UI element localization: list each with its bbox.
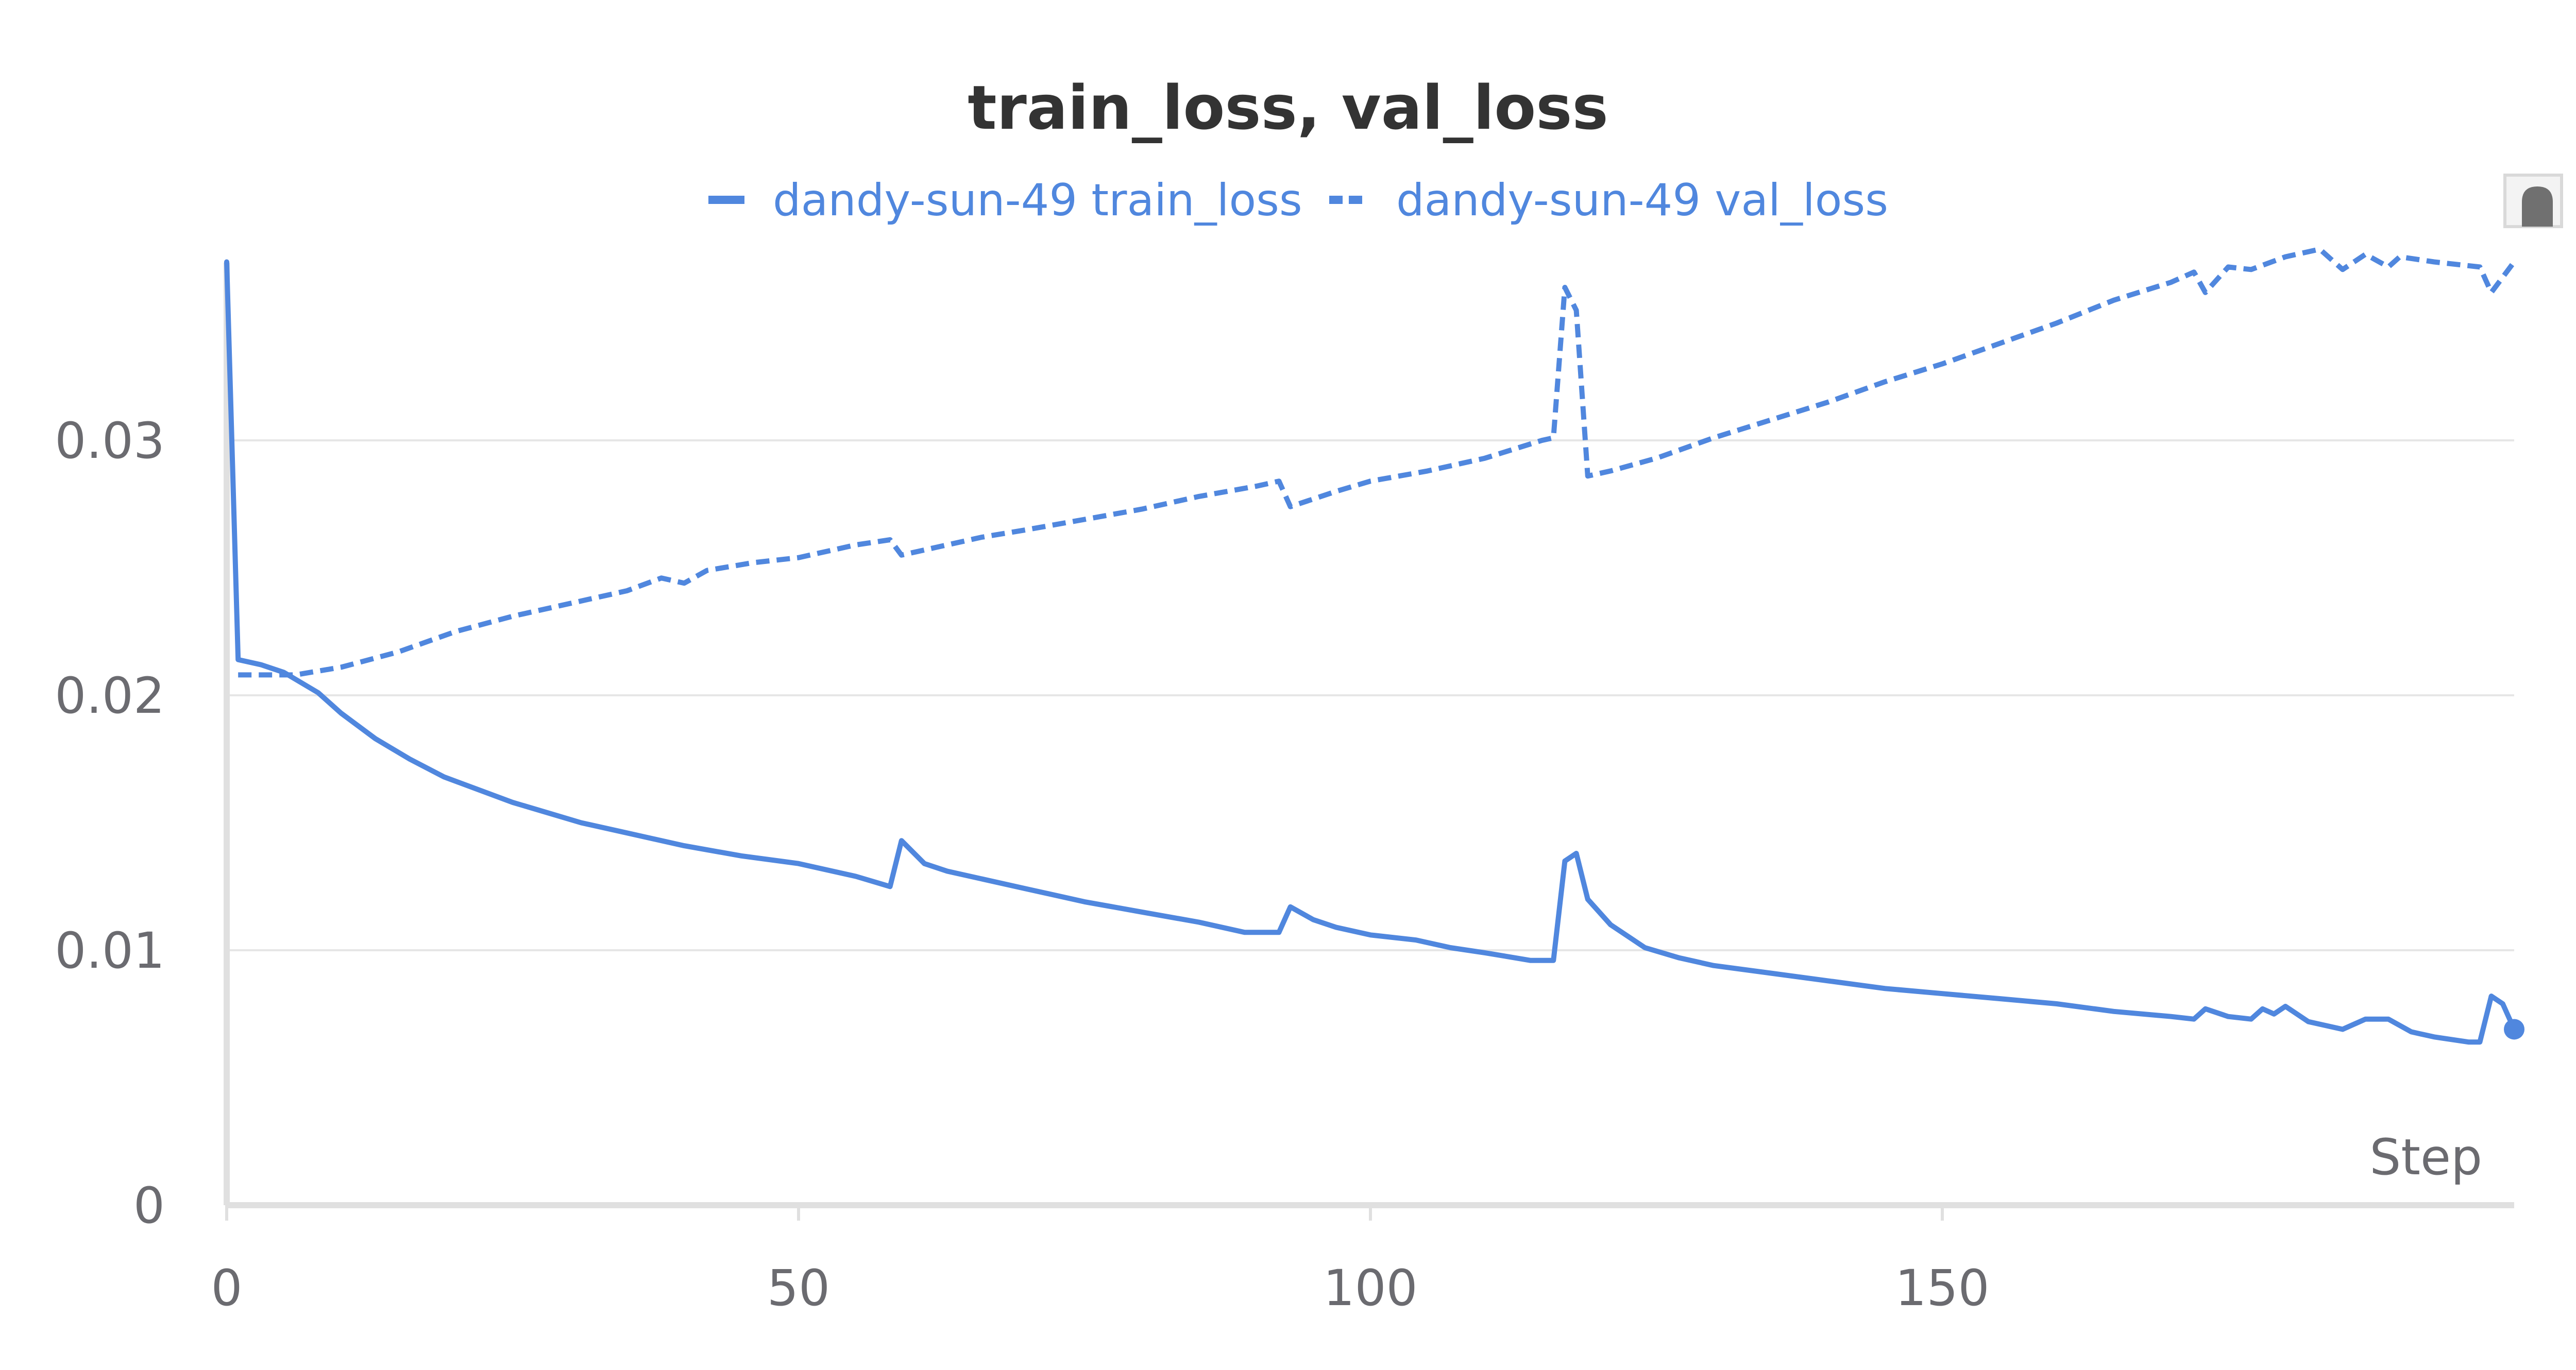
axes [224, 263, 2514, 1221]
plot-area [224, 246, 2524, 1045]
series-line-train-loss[interactable] [224, 259, 2517, 1045]
grid [227, 439, 2514, 951]
legend-item-train-loss[interactable]: dandy-sun-49 train_loss [708, 175, 1302, 226]
x-axis-label: Step [2369, 1128, 2482, 1186]
x-tick-label: 100 [1323, 1259, 1417, 1317]
drag-handle-icon [2522, 186, 2553, 227]
tick-labels: 0 0.01 0.02 0.03 0 50 100 150 [55, 412, 1989, 1317]
legend[interactable]: dandy-sun-49 train_loss dandy-sun-49 val… [708, 175, 1888, 226]
legend-label-train-loss: dandy-sun-49 train_loss [773, 175, 1302, 226]
y-tick-label: 0.03 [55, 412, 165, 470]
x-tick-label: 150 [1895, 1259, 1989, 1317]
y-tick-label: 0 [133, 1177, 165, 1235]
series-line-val-loss[interactable] [238, 246, 2517, 678]
chart-title: train_loss, val_loss [968, 72, 1608, 143]
y-tick-label: 0.02 [55, 667, 165, 725]
x-tick-label: 50 [767, 1259, 830, 1317]
x-tick-label: 0 [211, 1259, 242, 1317]
y-tick-label: 0.01 [55, 922, 165, 980]
legend-label-val-loss: dandy-sun-49 val_loss [1396, 175, 1888, 226]
panel-menu-handle[interactable] [2503, 174, 2563, 228]
series-end-marker[interactable] [2504, 1019, 2524, 1040]
legend-item-val-loss[interactable]: dandy-sun-49 val_loss [1329, 175, 1888, 226]
